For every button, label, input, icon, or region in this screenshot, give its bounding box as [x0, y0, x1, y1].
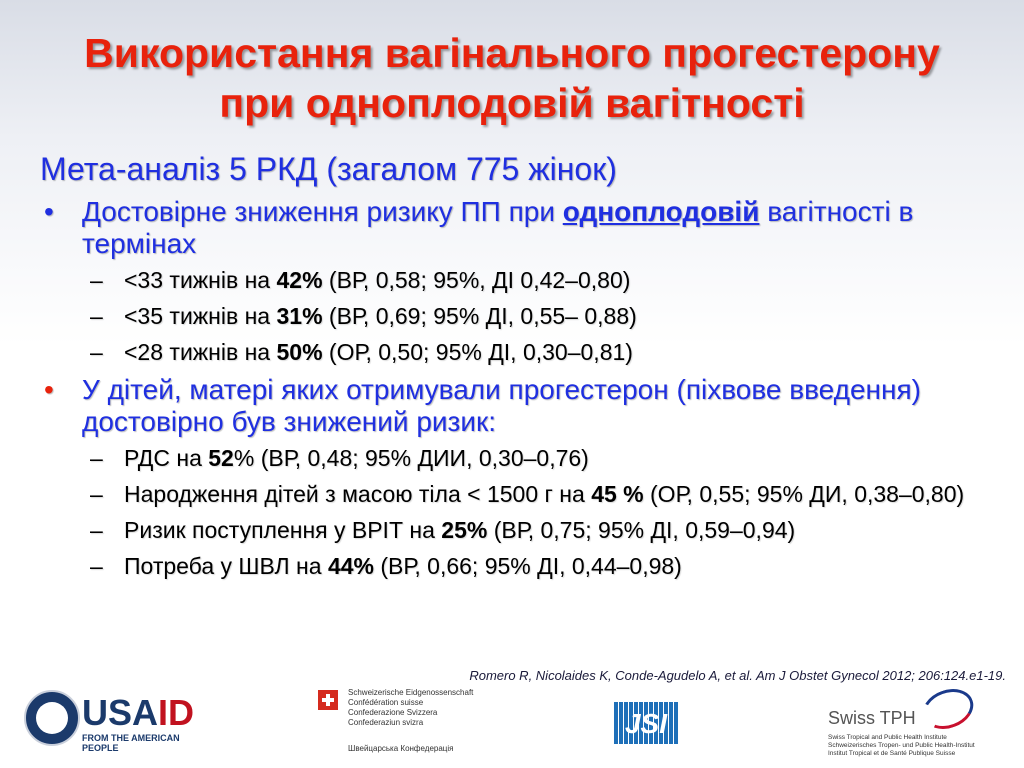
sub-pre: <28 тижнів на: [124, 339, 277, 365]
tph-lines: Swiss Tropical and Public Health Institu…: [828, 734, 975, 758]
tph-line: Swiss Tropical and Public Health Institu…: [828, 734, 947, 741]
title-line-1: Використання вагінального прогестерону: [84, 30, 940, 76]
usaid-wordmark: USAID: [82, 692, 194, 734]
sub-pre: <35 тижнів на: [124, 303, 277, 329]
swiss-tph-logo: Swiss TPH Swiss Tropical and Public Heal…: [828, 682, 1008, 760]
dash-icon: –: [90, 481, 103, 507]
swiss-line: Confederaziun svizra: [348, 718, 424, 727]
swiss-flag-icon: [318, 690, 338, 710]
bullet-dot-icon: •: [44, 196, 54, 227]
sub-pre: Народження дітей з масою тіла < 1500 г н…: [124, 481, 592, 507]
logo-footer: USAID FROM THE AMERICAN PEOPLE Schweizer…: [0, 680, 1024, 768]
sub-pre: <33 тижнів на: [124, 267, 277, 293]
usaid-tagline: FROM THE AMERICAN PEOPLE: [82, 733, 180, 753]
sub-post: (ВР, 0,75; 95% ДІ, 0,59–0,94): [487, 517, 796, 543]
bullet-dot-icon: •: [44, 374, 54, 405]
sub-post: (ОР, 0,55; 95% ДИ, 0,38–0,80): [643, 481, 965, 507]
subtitle: Мета-аналіз 5 РКД (загалом 775 жінок): [40, 151, 617, 187]
sub-bold: 52: [208, 445, 234, 471]
sub-bold: 25%: [441, 517, 488, 543]
bullet-2-text: У дітей, матері яких отримували прогесте…: [82, 374, 921, 437]
sub-item: – РДС на 52% (ВР, 0,48; 95% ДИИ, 0,30–0,7…: [82, 444, 980, 472]
bullet-1-pre: Достовірне зниження ризику ПП при: [82, 196, 563, 227]
dash-icon: –: [90, 553, 103, 579]
swiss-ukrainian: Швейцарська Конфедерація: [348, 744, 454, 753]
sub-item: – <35 тижнів на 31% (ВР, 0,69; 95% ДІ, 0,…: [82, 302, 980, 330]
sub-pre: Ризик поступлення у ВРІТ на: [124, 517, 442, 543]
sub-post: (ВР, 0,58; 95%, ДІ 0,42–0,80): [322, 267, 631, 293]
sub-post: (ВР, 0,69; 95% ДІ, 0,55– 0,88): [322, 303, 637, 329]
bullet-2-subs: – РДС на 52% (ВР, 0,48; 95% ДИИ, 0,30–0,7…: [82, 444, 980, 580]
swiss-confederation-logo: Schweizerische Eidgenossenschaft Confédé…: [318, 688, 498, 758]
bullet-2: • У дітей, матері яких отримували прогес…: [40, 374, 980, 438]
sub-bold: 44%: [327, 553, 374, 579]
sub-post: (ОР, 0,50; 95% ДІ, 0,30–0,81): [322, 339, 633, 365]
tph-swirl-icon: [917, 682, 979, 736]
sub-bold: 42%: [276, 267, 323, 293]
jsi-text: JSI: [624, 708, 668, 739]
sub-item: – <28 тижнів на 50% (ОР, 0,50; 95% ДІ, 0,…: [82, 338, 980, 366]
tph-name: Swiss TPH: [828, 708, 916, 728]
bullet-1-subs: – <33 тижнів на 42% (ВР, 0,58; 95%, ДІ 0,…: [82, 266, 980, 366]
bullet-1-underlined: одноплодовій: [562, 196, 760, 227]
bullet-1-post: вагітності в термінах: [82, 196, 914, 259]
dash-icon: –: [90, 445, 103, 471]
dash-icon: –: [90, 303, 103, 329]
swiss-line: Confederazione Svizzera: [348, 708, 438, 717]
sub-item: – Ризик поступлення у ВРІТ на 25% (ВР, 0,…: [82, 516, 980, 544]
sub-bold: 50%: [276, 339, 323, 365]
sub-post: (ВР, 0,66; 95% ДІ, 0,44–0,98): [373, 553, 682, 579]
sub-post: % (ВР, 0,48; 95% ДИИ, 0,30–0,76): [233, 445, 589, 471]
slide-content: Мета-аналіз 5 РКД (загалом 775 жінок) • …: [40, 150, 980, 588]
sub-item: – <33 тижнів на 42% (ВР, 0,58; 95%, ДІ 0,…: [82, 266, 980, 294]
sub-item: – Народження дітей з масою тіла < 1500 г …: [82, 480, 980, 508]
slide-title: Використання вагінального прогестерону п…: [20, 28, 1004, 128]
dash-icon: –: [90, 517, 103, 543]
tph-line: Schweizerisches Tropen- und Public Healt…: [828, 742, 975, 749]
swiss-line: Schweizerische Eidgenossenschaft: [348, 688, 474, 697]
dash-icon: –: [90, 339, 103, 365]
usaid-logo: USAID FROM THE AMERICAN PEOPLE: [24, 690, 199, 753]
jsi-logo: JSI: [614, 702, 678, 744]
sub-pre: Потреба у ШВЛ на: [124, 553, 328, 579]
swiss-line: Confédération suisse: [348, 698, 424, 707]
bullet-1: • Достовірне зниження ризику ПП при одно…: [40, 196, 980, 260]
dash-icon: –: [90, 267, 103, 293]
sub-item: – Потреба у ШВЛ на 44% (ВР, 0,66; 95% ДІ,…: [82, 552, 980, 580]
usaid-seal-icon: [24, 690, 80, 746]
usaid-a: USA: [82, 692, 159, 733]
swiss-lines: Schweizerische Eidgenossenschaft Confédé…: [348, 688, 473, 728]
tph-line: Institut Tropical et de Santé Publique S…: [828, 750, 956, 757]
title-line-2: при одноплодовій вагітності: [219, 80, 805, 126]
sub-bold: 45 %: [591, 481, 644, 507]
usaid-b: ID: [158, 692, 195, 733]
citation: Romero R, Nicolaides K, Conde-Agudelo A,…: [469, 668, 1006, 683]
sub-bold: 31%: [276, 303, 323, 329]
sub-pre: РДС на: [124, 445, 209, 471]
